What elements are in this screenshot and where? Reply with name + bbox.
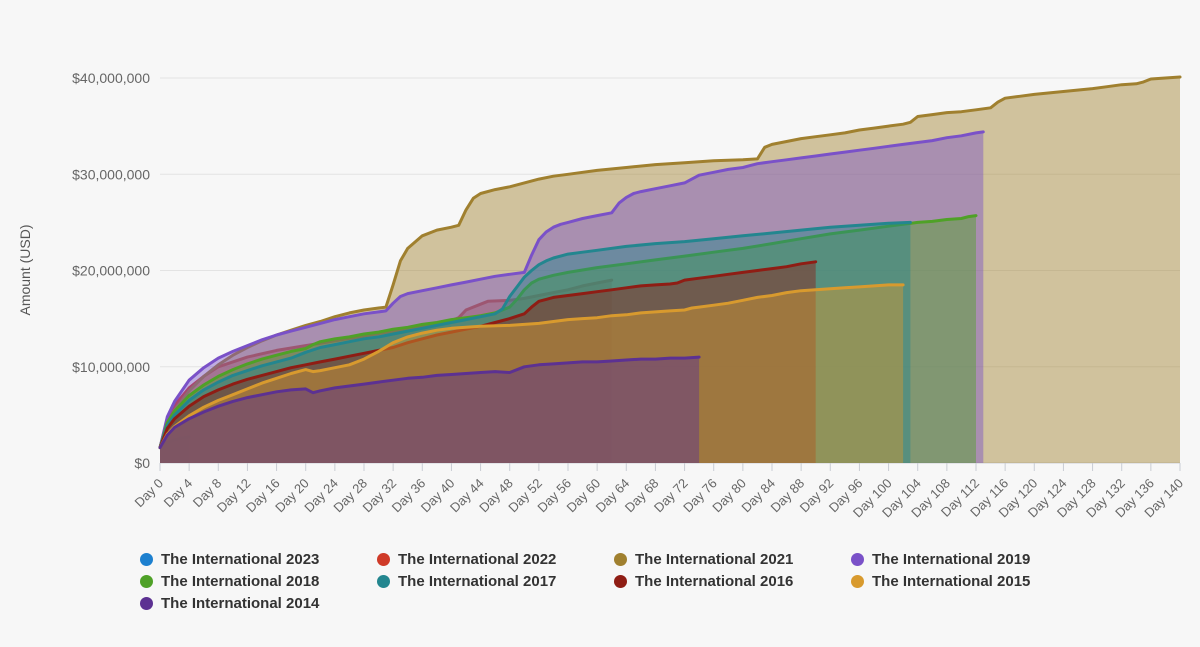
legend-item-2015[interactable]: The International 2015 (851, 571, 1088, 591)
legend-marker-circle (851, 552, 864, 566)
line-the-international-2016 (158, 260, 818, 450)
line-the-international-2023 (158, 435, 191, 450)
legend-item-2022[interactable]: The International 2022 (377, 549, 614, 569)
legend-label: The International 2018 (161, 572, 320, 590)
legend-marker-circle (140, 552, 153, 566)
area-the-international-2019 (160, 131, 984, 463)
area-the-international-2014 (160, 357, 700, 463)
legend-item-2019[interactable]: The International 2019 (851, 549, 1088, 569)
legend-marker-circle (614, 574, 627, 588)
line-the-international-2014 (158, 355, 701, 450)
y-axis-title: Amount (USD) (17, 224, 33, 315)
legend-item-2017[interactable]: The International 2017 (377, 571, 614, 591)
line-the-international-2019 (158, 130, 985, 450)
line-the-international-2015 (158, 283, 905, 450)
legend-label: The International 2021 (635, 550, 794, 568)
y-tick-label: $10,000,000 (72, 359, 150, 375)
legend-label: The International 2015 (872, 572, 1031, 590)
y-tick-label: $30,000,000 (72, 166, 150, 182)
legend-marker-circle (851, 574, 864, 588)
legend-item-2023[interactable]: The International 2023 (140, 549, 377, 569)
legend-label: The International 2019 (872, 550, 1031, 568)
area-the-international-2017 (160, 222, 911, 463)
area-the-international-2018 (160, 215, 976, 463)
legend-label: The International 2017 (398, 572, 557, 590)
line-the-international-2017 (158, 220, 912, 450)
legend-label: The International 2016 (635, 572, 794, 590)
line-the-international-2021 (158, 75, 1182, 450)
series-areas (158, 75, 1182, 463)
y-tick-label: $0 (134, 455, 150, 471)
chart-canvas: $0 $10,000,000 $20,000,000 $30,000,000 $40,0… (17, 70, 1186, 520)
legend-item-2014[interactable]: The International 2014 (140, 593, 377, 613)
x-tick-label: Day 0 (131, 476, 166, 511)
legend-label: The International 2022 (398, 550, 557, 568)
legend-item-2021[interactable]: The International 2021 (614, 549, 851, 569)
legend-marker-circle (614, 552, 627, 566)
gridlines (160, 77, 1180, 464)
chart-legend: The International 2023 The International … (140, 549, 1088, 613)
legend-marker-circle (377, 552, 390, 566)
prize-pool-area-chart: $0 $10,000,000 $20,000,000 $30,000,000 $40,0… (17, 70, 1186, 520)
legend-label: The International 2023 (161, 550, 320, 568)
legend-marker-circle (377, 574, 390, 588)
y-tick-label: $40,000,000 (72, 70, 150, 86)
area-the-international-2021 (160, 77, 1180, 463)
legend-item-2016[interactable]: The International 2016 (614, 571, 851, 591)
legend-marker-circle (140, 574, 153, 588)
legend-label: The International 2014 (161, 594, 320, 612)
x-tick-label: Day 4 (161, 476, 196, 511)
legend-marker-circle (140, 596, 153, 610)
y-tick-label: $20,000,000 (72, 263, 150, 279)
area-the-international-2015 (160, 284, 904, 463)
legend-item-2018[interactable]: The International 2018 (140, 571, 377, 591)
